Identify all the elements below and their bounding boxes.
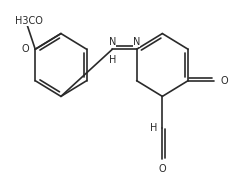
Text: O: O <box>158 164 166 174</box>
Text: H: H <box>109 55 116 65</box>
Text: O: O <box>21 44 29 54</box>
Text: N: N <box>109 37 116 47</box>
Text: N: N <box>133 37 140 47</box>
Text: H: H <box>150 123 157 133</box>
Text: O: O <box>220 76 228 86</box>
Text: H3CO: H3CO <box>15 16 43 26</box>
